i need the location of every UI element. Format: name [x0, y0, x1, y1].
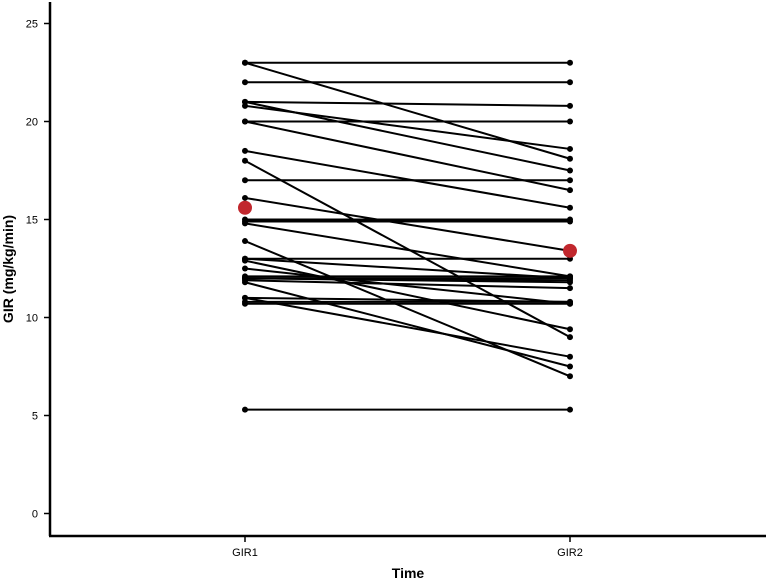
- gir1-point: [242, 79, 248, 86]
- gir1-point: [242, 279, 248, 286]
- subject-line: [244, 281, 571, 368]
- y-tick-label: 10: [26, 313, 38, 325]
- subject-line: [244, 100, 571, 107]
- y-tick-label: 5: [32, 411, 38, 423]
- gir1-point: [242, 300, 248, 307]
- gir1-point: [242, 265, 248, 272]
- gir1-point: [242, 257, 248, 264]
- subject-line: [244, 240, 571, 378]
- gir2-point: [567, 363, 573, 370]
- gir2-point: [567, 102, 573, 109]
- x-axis-ticks: GIR1 GIR2: [232, 536, 583, 559]
- gir2-point: [567, 204, 573, 211]
- subject-line: [244, 120, 571, 192]
- paired-lines: [244, 61, 571, 411]
- gir2-point: [567, 406, 573, 413]
- subject-line: [244, 104, 571, 150]
- gir1-point: [242, 157, 248, 164]
- subject-line: [244, 222, 571, 278]
- gir1-point: [242, 238, 248, 245]
- gir1-point: [242, 177, 248, 184]
- subject-line: [244, 267, 571, 305]
- x-tick-label: GIR2: [557, 547, 583, 559]
- y-tick-label: 20: [26, 117, 38, 129]
- gir2-point: [567, 187, 573, 194]
- gir1-point: [242, 194, 248, 201]
- y-axis-title: GIR (mg/kg/min): [0, 215, 16, 323]
- gir2-point: [567, 177, 573, 184]
- gir2-point: [567, 334, 573, 341]
- subject-line: [244, 259, 571, 331]
- subject-line: [244, 257, 571, 280]
- gir2-point: [567, 285, 573, 292]
- mean-points: [238, 200, 577, 258]
- gir2-point: [567, 145, 573, 152]
- subject-line: [244, 196, 571, 252]
- gir1-point: [242, 102, 248, 109]
- gir2-point: [567, 167, 573, 174]
- gir2-point: [567, 118, 573, 125]
- y-tick-label: 25: [26, 19, 38, 31]
- gir2-point: [567, 79, 573, 86]
- y-axis-ticks: 0 5 10 15 20 25: [26, 19, 50, 521]
- data-points: [242, 59, 573, 413]
- subject-line: [244, 277, 571, 284]
- subject-line: [244, 279, 571, 290]
- gir1-point: [242, 147, 248, 154]
- y-tick-label: 15: [26, 215, 38, 227]
- gir2-point: [567, 155, 573, 162]
- gir1-point: [242, 118, 248, 125]
- x-axis-title: Time: [392, 565, 425, 580]
- gir2-point: [567, 373, 573, 380]
- y-tick-label: 0: [32, 509, 38, 521]
- gir2-point: [567, 59, 573, 66]
- subject-line: [244, 296, 571, 358]
- gir2-point: [567, 353, 573, 360]
- gir2-point: [567, 218, 573, 225]
- gir2-point: [567, 326, 573, 333]
- subject-line: [244, 61, 571, 160]
- gir1-point: [242, 220, 248, 227]
- mean-point-gir2: [563, 243, 577, 258]
- mean-point-gir1: [238, 200, 252, 215]
- x-tick-label: GIR1: [232, 547, 258, 559]
- gir2-point: [567, 279, 573, 286]
- gir1-point: [242, 406, 248, 413]
- gir2-point: [567, 300, 573, 307]
- gir1-point: [242, 59, 248, 66]
